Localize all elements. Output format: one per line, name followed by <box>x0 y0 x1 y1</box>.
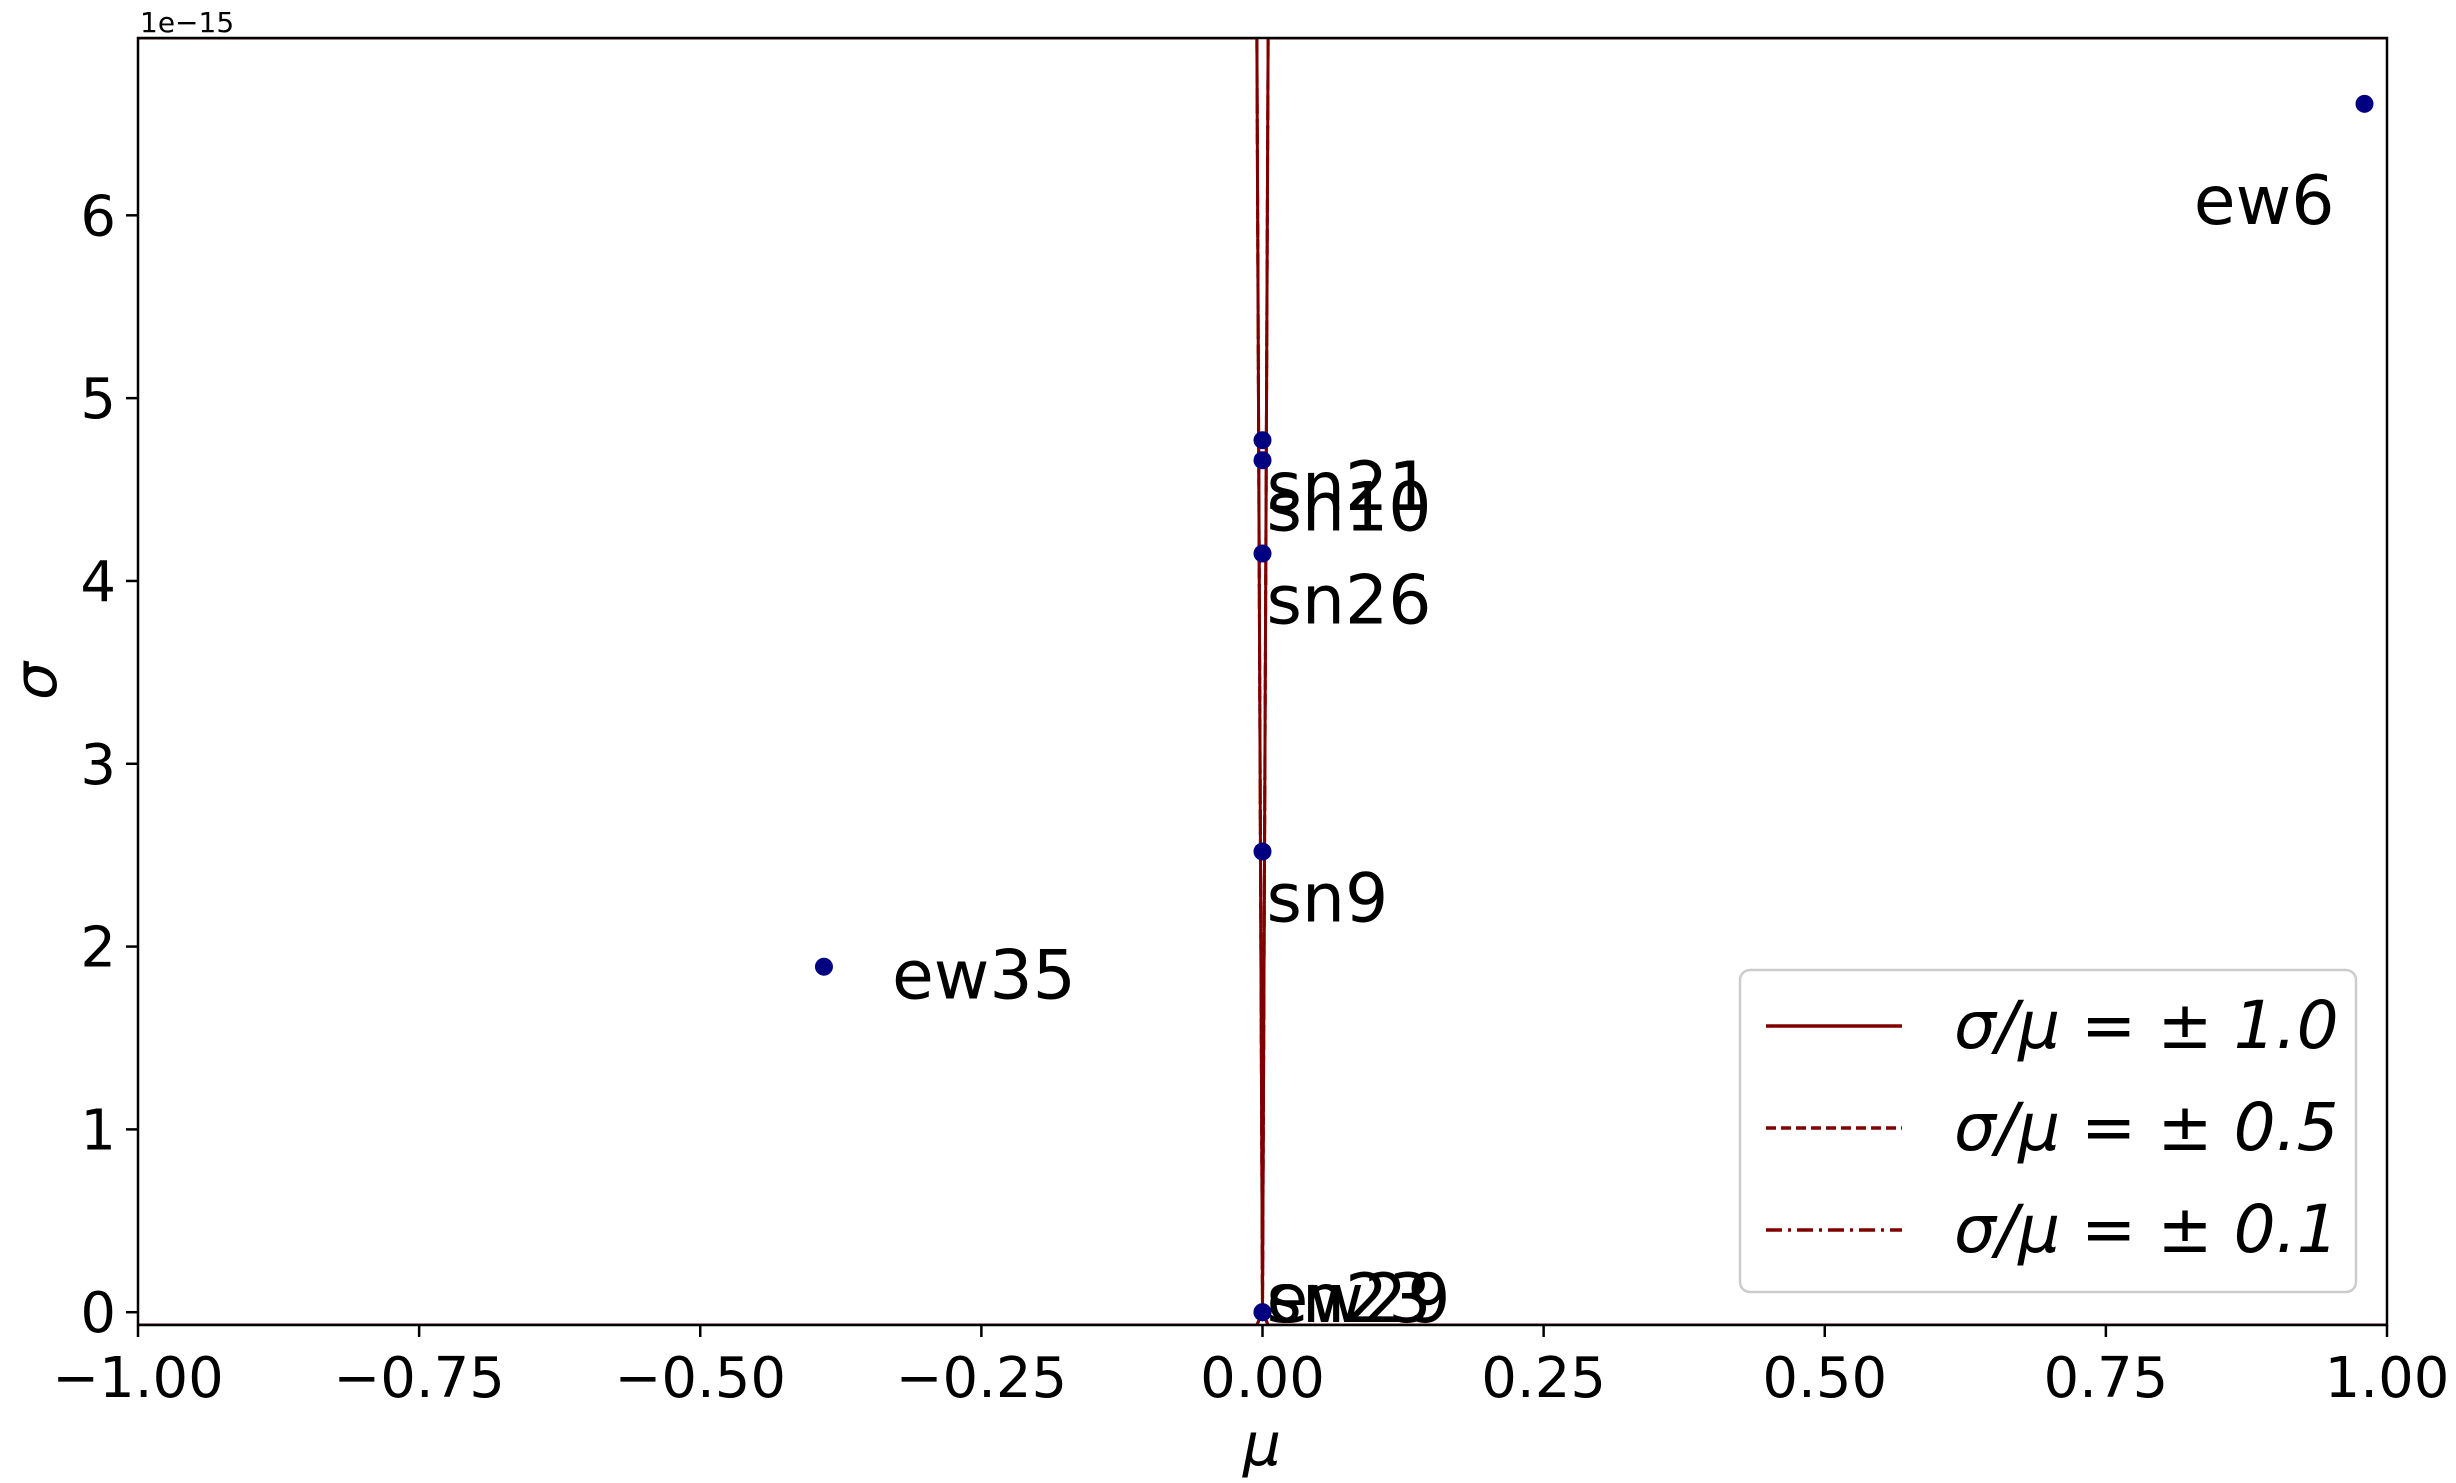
point-label: ew29 <box>1267 1260 1451 1339</box>
y-tick-label: 2 <box>80 916 116 981</box>
data-point <box>1253 544 1272 563</box>
data-point <box>2355 94 2374 113</box>
y-offset-label: 1e−15 <box>140 6 234 39</box>
x-tick-label: 0.75 <box>2044 1346 2169 1411</box>
data-point <box>1253 431 1272 450</box>
legend: σ/μ = ± 1.0 σ/μ = ± 0.5 σ/μ = ± 0.1 <box>1738 968 2358 1294</box>
y-tick-label: 1 <box>80 1098 116 1163</box>
point-label: ew35 <box>892 937 1076 1016</box>
y-tick-label: 6 <box>80 184 116 249</box>
x-tick-label: −1.00 <box>52 1346 224 1411</box>
x-axis-ticks: −1.00 −0.75 −0.50 −0.25 0.00 0.25 0.50 0.75 1.00 <box>52 1325 2449 1411</box>
point-label: sn26 <box>1267 562 1432 641</box>
data-points <box>814 94 2374 1322</box>
legend-box <box>1738 968 2358 1294</box>
data-point <box>1253 451 1272 470</box>
point-label: sn9 <box>1267 860 1389 939</box>
data-point <box>1253 1303 1272 1322</box>
x-tick-label: 0.25 <box>1481 1346 1606 1411</box>
point-label: sn21 <box>1267 448 1432 527</box>
x-tick-label: 0.50 <box>1762 1346 1887 1411</box>
y-axis-ticks: 0 1 2 3 4 5 6 <box>80 184 138 1346</box>
x-tick-label: −0.50 <box>614 1346 786 1411</box>
x-tick-label: −0.75 <box>333 1346 505 1411</box>
legend-label: σ/μ = ± 0.5 <box>1954 1089 2339 1166</box>
point-label: sn10 <box>1267 468 1432 547</box>
y-tick-label: 3 <box>80 733 116 798</box>
x-tick-label: −0.25 <box>896 1346 1068 1411</box>
y-tick-label: 4 <box>80 550 116 615</box>
y-axis-label: σ <box>1 660 71 700</box>
x-axis-label: μ <box>1242 1410 1281 1480</box>
legend-label: σ/μ = ± 0.1 <box>1954 1191 2339 1268</box>
y-tick-label: 5 <box>80 367 116 432</box>
data-point <box>814 957 833 976</box>
y-tick-label: 0 <box>80 1281 116 1346</box>
point-label: ew6 <box>2194 162 2335 241</box>
legend-label: σ/μ = ± 1.0 <box>1954 987 2339 1064</box>
data-point <box>1253 842 1272 861</box>
x-tick-label: 0.00 <box>1200 1346 1325 1411</box>
x-tick-label: 1.00 <box>2325 1346 2450 1411</box>
